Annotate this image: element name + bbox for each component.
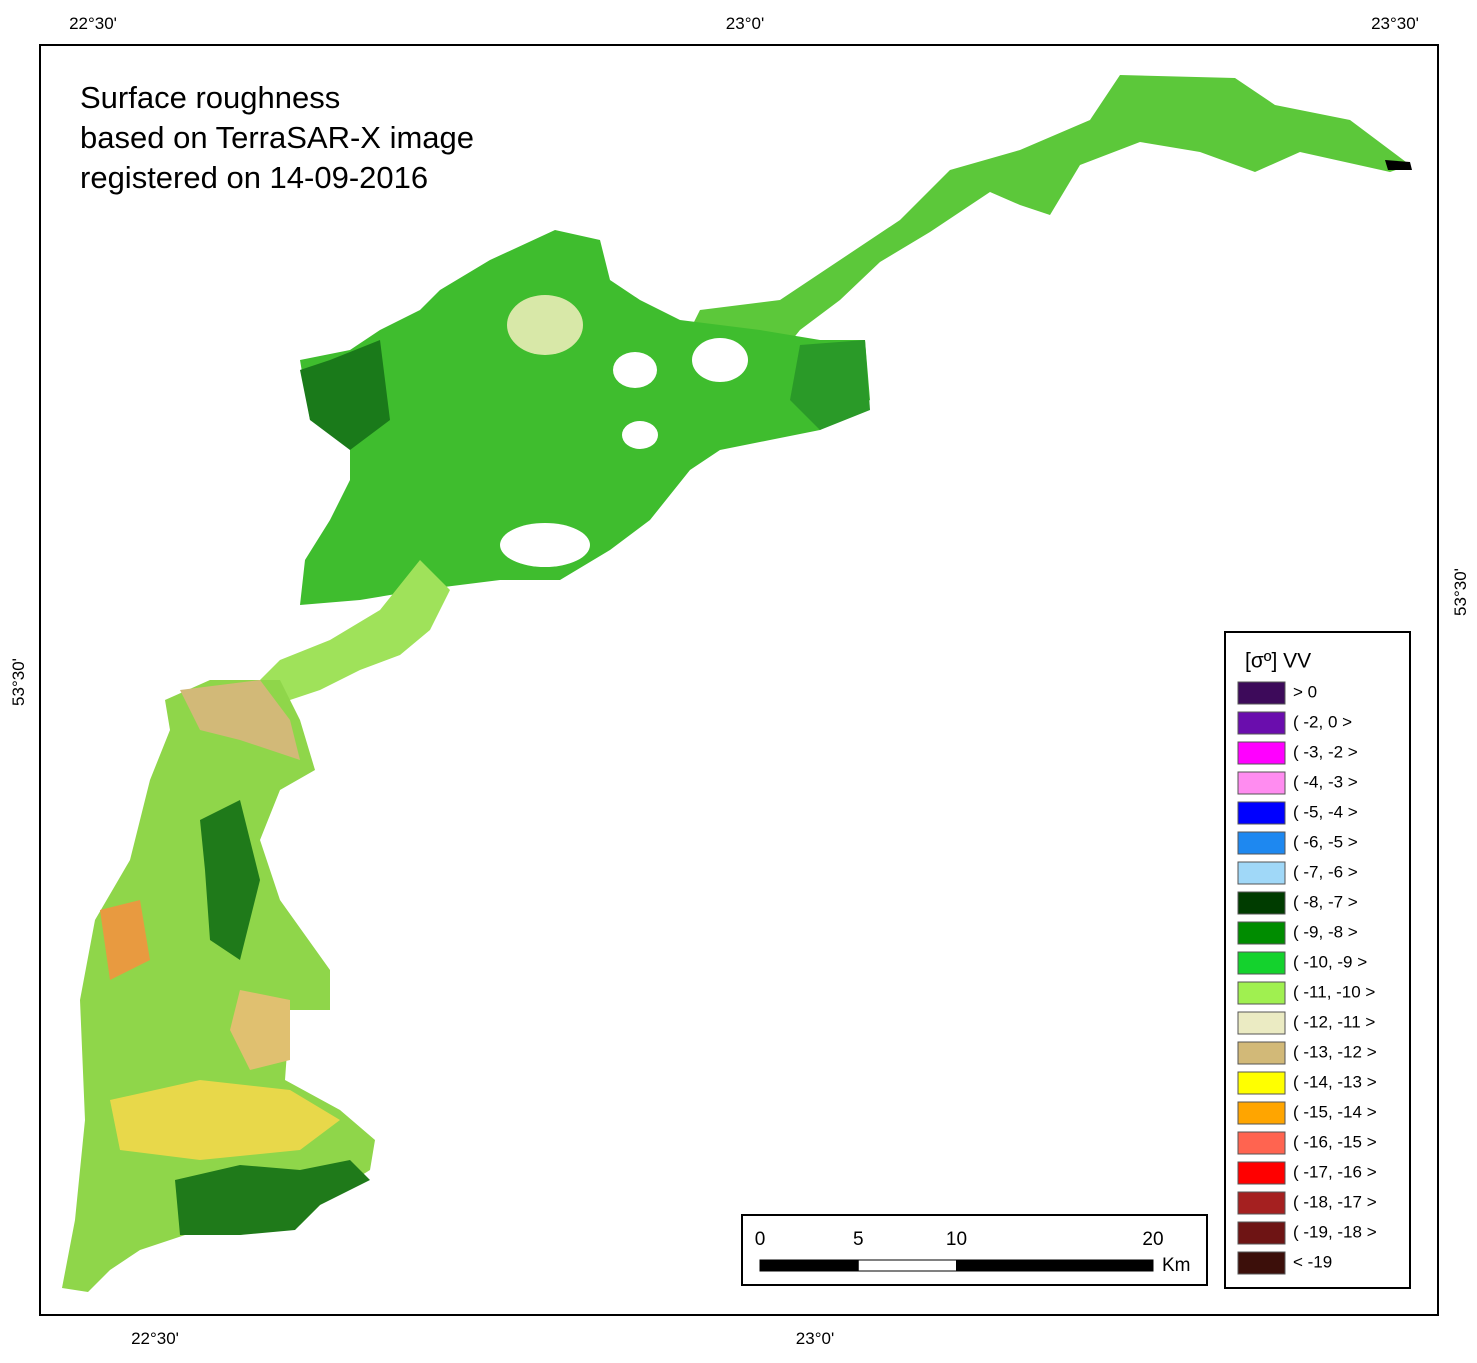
legend-label: ( -11, -10 > [1293, 982, 1375, 1001]
patch-orange [100, 900, 150, 980]
legend-swatch [1237, 711, 1286, 735]
legend-swatch [1237, 1011, 1286, 1035]
scale-segment [956, 1259, 1154, 1272]
legend-swatch [1237, 741, 1286, 765]
title-line: based on TerraSAR-X image [80, 120, 474, 155]
scale-label: 20 [1142, 1229, 1163, 1250]
legend-title: [σº] VV [1245, 650, 1311, 673]
coord-label: 22°30' [69, 14, 117, 33]
patch-yellow [110, 1080, 340, 1160]
scale-segment [759, 1259, 859, 1272]
patch-forest [175, 1160, 370, 1235]
hole [500, 523, 590, 567]
legend-label: < -19 [1293, 1252, 1332, 1271]
coord-label: 23°0' [796, 1329, 834, 1348]
legend-label: ( -6, -5 > [1293, 832, 1358, 851]
legend-swatch [1237, 1161, 1286, 1185]
patch-black [1385, 160, 1412, 170]
hole [622, 421, 658, 449]
legend-swatch [1237, 1251, 1286, 1275]
patch-dark [300, 340, 390, 450]
legend-swatch [1237, 921, 1286, 945]
coord-label: 23°30' [1371, 14, 1419, 33]
legend-swatch [1237, 1221, 1286, 1245]
scale-label: 5 [853, 1229, 864, 1250]
hole [692, 338, 748, 382]
legend-swatch [1237, 1131, 1286, 1155]
region [62, 75, 1412, 1292]
legend-label: ( -13, -12 > [1293, 1042, 1377, 1061]
legend-label: ( -15, -14 > [1293, 1102, 1377, 1121]
region-ne [680, 75, 1410, 390]
legend-swatch [1237, 981, 1286, 1005]
patch-tan [230, 990, 290, 1070]
region-main [300, 230, 870, 605]
region-link [250, 560, 450, 700]
legend-label: ( -18, -17 > [1293, 1192, 1377, 1211]
legend-swatch [1237, 951, 1286, 975]
legend-swatch [1237, 831, 1286, 855]
legend-swatch [1237, 681, 1286, 705]
legend-swatch [1237, 1191, 1286, 1215]
legend-swatch [1237, 1071, 1286, 1095]
patch-dark [200, 800, 260, 960]
legend-swatch [1237, 801, 1286, 825]
legend-label: > 0 [1293, 682, 1317, 701]
legend-label: ( -16, -15 > [1293, 1132, 1377, 1151]
legend-swatch [1237, 891, 1286, 915]
scale-unit: Km [1162, 1255, 1191, 1276]
coord-label: 23°0' [726, 14, 764, 33]
patch-dark [790, 340, 870, 430]
scale-box [741, 1214, 1208, 1286]
scale-label: 0 [755, 1229, 766, 1250]
coord-label: 53°30' [9, 658, 28, 706]
legend-label: ( -8, -7 > [1293, 892, 1358, 911]
legend-label: ( -2, 0 > [1293, 712, 1352, 731]
legend-swatch [1237, 1041, 1286, 1065]
legend-swatch [1237, 861, 1286, 885]
coord-label: 22°30' [131, 1329, 179, 1348]
legend-label: ( -19, -18 > [1293, 1222, 1377, 1241]
scale-segment [857, 1259, 957, 1272]
legend-label: ( -3, -2 > [1293, 742, 1358, 761]
legend-label: ( -10, -9 > [1293, 952, 1367, 971]
legend-label: ( -14, -13 > [1293, 1072, 1377, 1091]
legend-label: ( -17, -16 > [1293, 1162, 1377, 1181]
patch-tan [180, 680, 300, 760]
title-line: registered on 14-09-2016 [80, 160, 428, 195]
legend-label: ( -9, -8 > [1293, 922, 1358, 941]
legend-label: ( -5, -4 > [1293, 802, 1358, 821]
legend-swatch [1237, 1101, 1286, 1125]
legend-label: ( -7, -6 > [1293, 862, 1358, 881]
hole [613, 352, 657, 388]
coord-label: 53°30' [1451, 568, 1470, 616]
legend-label: ( -12, -11 > [1293, 1012, 1375, 1031]
patch-light [507, 295, 583, 355]
legend-label: ( -4, -3 > [1293, 772, 1358, 791]
scale-bar: Km 0 5 10 20 [741, 1214, 1208, 1286]
legend-swatch [1237, 771, 1286, 795]
title-line: Surface roughness [80, 80, 340, 115]
legend: [σº] VV > 0 ( -2, 0 > ( -3, -2 > ( -4, -3 >… [1224, 631, 1411, 1289]
scale-label: 10 [946, 1229, 967, 1250]
